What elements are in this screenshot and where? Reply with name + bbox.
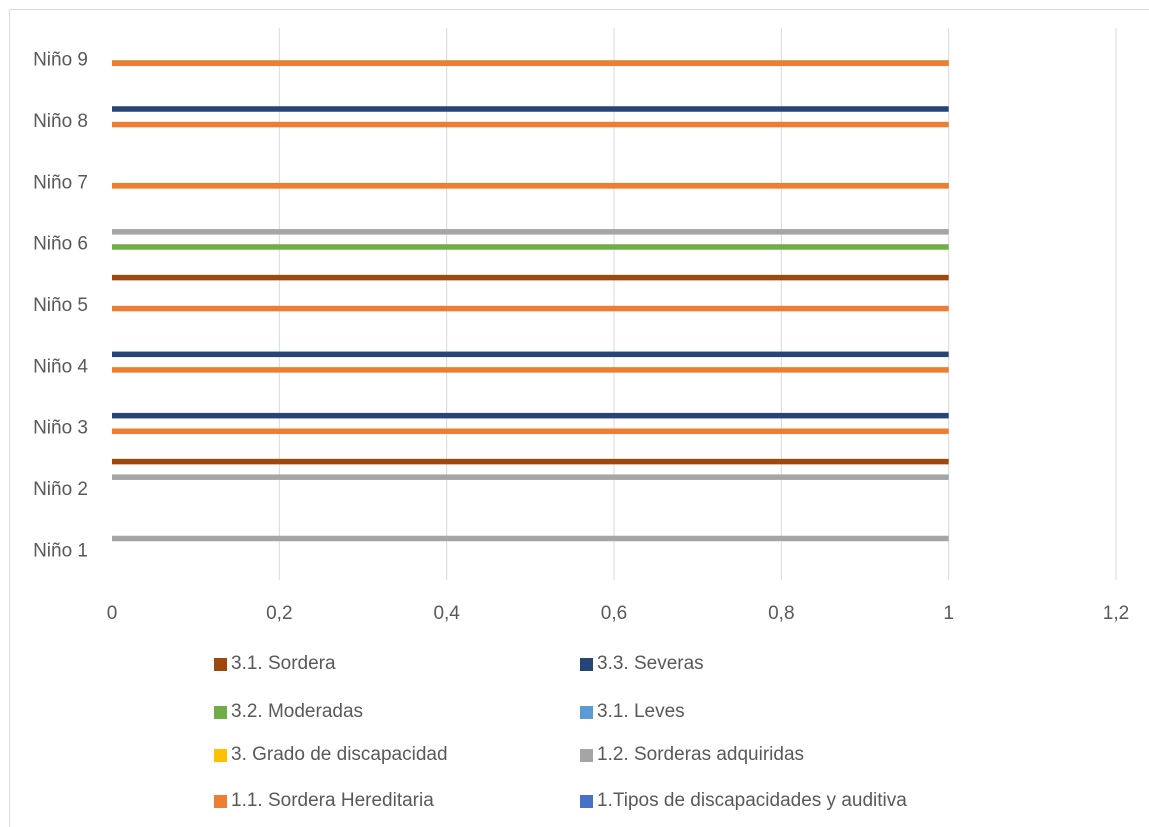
legend-swatch	[580, 748, 593, 762]
bar-5-series-2	[112, 305, 949, 312]
category-label: Niño 8	[33, 111, 88, 132]
legend-label: 3. Grado de discapacidad	[231, 744, 448, 765]
legend-label: 1.1. Sordera Hereditaria	[231, 790, 434, 811]
bar-1-series-3	[112, 535, 949, 542]
category-label: Niño 4	[33, 356, 88, 377]
legend-item: 3.1. Leves	[580, 701, 685, 723]
legend-item: 3.3. Severas	[580, 653, 704, 675]
x-tick-label: 0,2	[266, 603, 292, 624]
x-tick-label: 1,2	[1103, 603, 1129, 624]
bar-2-series-3	[112, 474, 949, 480]
legend-swatch	[214, 657, 227, 671]
legend-item: 1.1. Sordera Hereditaria	[214, 790, 434, 812]
x-tick-label: 0,8	[768, 603, 794, 624]
bar-1-series-8	[112, 458, 949, 465]
legend-label: 1.2. Sorderas adquiridas	[597, 744, 805, 765]
bar-4-series-2	[112, 367, 949, 373]
legend-label: 3.1. Leves	[597, 701, 685, 722]
legend-item: 3.2. Moderadas	[214, 701, 363, 723]
legend-swatch	[214, 705, 227, 719]
legend-swatch	[214, 794, 227, 808]
legend-item: 1.Tipos de discapacidades y auditiva	[580, 790, 907, 812]
category-label: Niño 1	[33, 540, 88, 561]
bar-3-series-2	[112, 428, 949, 434]
legend-swatch	[580, 794, 593, 808]
x-tick-label: 1	[943, 603, 954, 624]
legend-label: 3.2. Moderadas	[231, 701, 364, 722]
category-label: Niño 6	[33, 234, 88, 255]
bar-7-series-2	[112, 183, 949, 189]
legend-label: 1.Tipos de discapacidades y auditiva	[597, 790, 907, 811]
bar-7-series-7	[112, 106, 949, 112]
bar-3-series-7	[112, 351, 949, 358]
legend-label: 3.1. Sordera	[231, 653, 336, 674]
legend-swatch	[580, 657, 593, 671]
x-tick-label: 0,4	[433, 603, 460, 624]
category-label: Niño 5	[33, 295, 88, 316]
legend-item: 3.1. Sordera	[214, 653, 336, 675]
category-label: Niño 9	[33, 50, 88, 71]
bar-9-series-2	[112, 60, 949, 66]
bar-5-series-6	[112, 244, 949, 250]
category-label: Niño 3	[33, 418, 88, 439]
legend-item: 3. Grado de discapacidad	[214, 744, 448, 766]
category-label: Niño 2	[33, 479, 88, 500]
bar-2-series-7	[112, 412, 949, 419]
legend-item: 1.2. Sorderas adquiridas	[580, 744, 804, 766]
x-tick-label: 0,6	[601, 603, 627, 624]
chart-frame	[9, 9, 1149, 827]
legend-label: 3.3. Severas	[597, 653, 704, 674]
bar-8-series-2	[112, 121, 949, 128]
bar-4-series-8	[112, 274, 949, 281]
bar-6-series-3	[112, 229, 949, 235]
legend-swatch	[580, 705, 593, 719]
x-tick-label: 0	[107, 603, 118, 624]
category-label: Niño 7	[33, 172, 88, 193]
legend-swatch	[214, 748, 227, 762]
